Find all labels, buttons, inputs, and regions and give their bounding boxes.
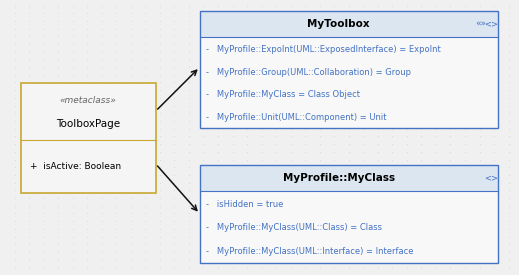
Text: -   MyProfile::MyClass(UML::Class) = Class: - MyProfile::MyClass(UML::Class) = Class	[206, 224, 382, 232]
Text: +  isActive: Boolean: + isActive: Boolean	[30, 162, 121, 170]
Text: «»: «»	[476, 19, 487, 28]
Bar	[200, 11, 498, 128]
Bar	[21, 82, 156, 192]
Bar	[200, 165, 498, 263]
Bar	[200, 165, 498, 191]
Text: MyProfile::MyClass: MyProfile::MyClass	[282, 173, 395, 183]
Text: MyToolbox: MyToolbox	[307, 19, 370, 29]
Text: <>: <>	[484, 19, 498, 28]
Text: <>: <>	[484, 174, 498, 182]
Text: -   MyProfile::ExpoInt(UML::ExposedInterface) = ExpoInt: - MyProfile::ExpoInt(UML::ExposedInterfa…	[206, 45, 441, 54]
Bar	[200, 11, 498, 128]
Text: -   isHidden = true: - isHidden = true	[206, 200, 283, 208]
Text: -   MyProfile::Group(UML::Collaboration) = Group: - MyProfile::Group(UML::Collaboration) =…	[206, 68, 411, 76]
Text: -   MyProfile::MyClass(UML::Interface) = Interface: - MyProfile::MyClass(UML::Interface) = I…	[206, 247, 414, 256]
Text: -   MyProfile::MyClass = Class Object: - MyProfile::MyClass = Class Object	[206, 90, 360, 99]
Text: ToolboxPage: ToolboxPage	[56, 119, 120, 129]
Bar	[200, 11, 498, 37]
Bar	[21, 82, 156, 192]
Text: «metaclass»: «metaclass»	[60, 96, 117, 105]
Bar	[200, 165, 498, 263]
Text: -   MyProfile::Unit(UML::Component) = Unit: - MyProfile::Unit(UML::Component) = Unit	[206, 113, 387, 122]
